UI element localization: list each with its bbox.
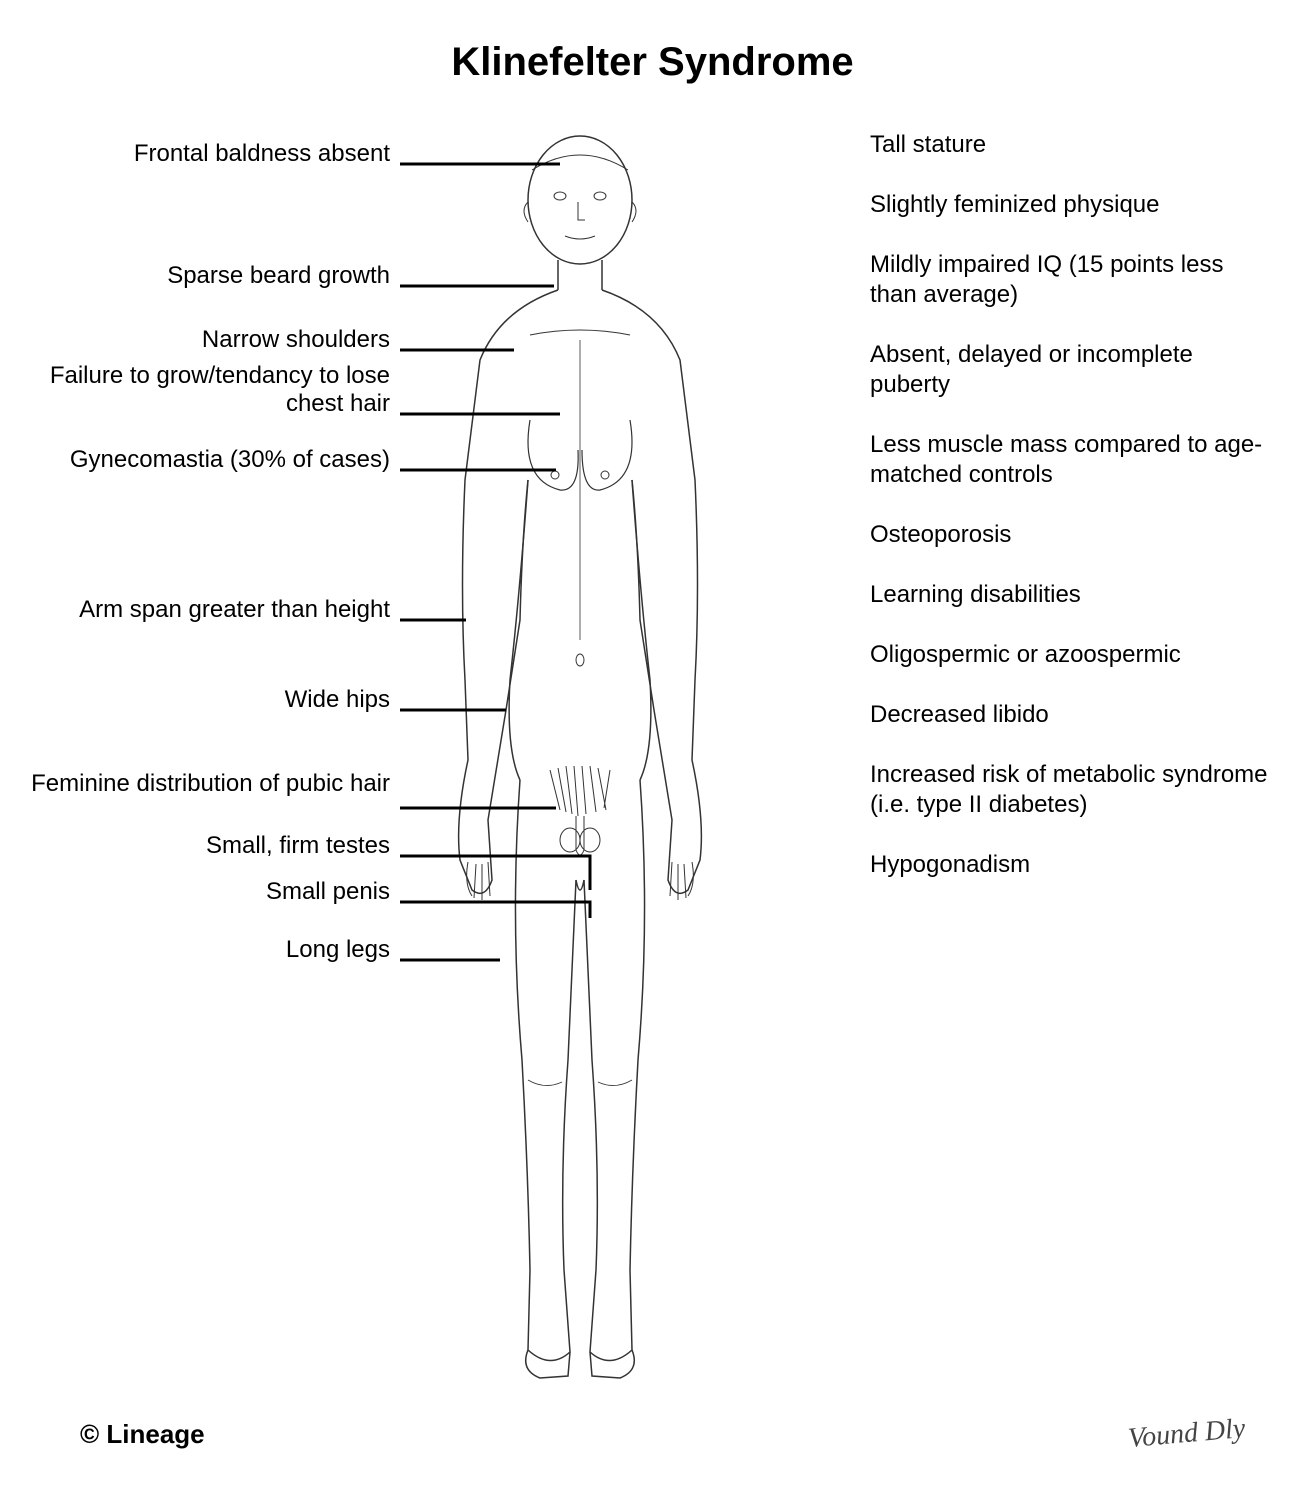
copyright-text: © Lineage [80,1419,205,1450]
right-list-item: Slightly feminized physique [870,190,1270,220]
left-label: Wide hips [10,686,400,714]
left-label: Small penis [10,878,400,906]
right-list-item: Increased risk of metabolic syndrome (i.… [870,760,1270,820]
left-label: Sparse beard growth [10,262,400,290]
left-label: Failure to grow/tendancy to lose chest h… [10,362,400,418]
left-label: Frontal baldness absent [10,140,400,168]
left-label: Arm span greater than height [10,596,400,624]
right-list-item: Less muscle mass compared to age-matched… [870,430,1270,490]
right-list-item: Absent, delayed or incomplete puberty [870,340,1270,400]
right-list-item: Osteoporosis [870,520,1270,550]
right-list-item: Learning disabilities [870,580,1270,610]
page-title: Klinefelter Syndrome [0,40,1305,85]
right-list-item: Mildly impaired IQ (15 points less than … [870,250,1270,310]
right-list-item: Oligospermic or azoospermic [870,640,1270,670]
right-list: Tall stature Slightly feminized physique M… [870,130,1270,910]
body-outline [410,120,750,1400]
left-label: Feminine distribution of pubic hair [10,770,400,798]
right-list-item: Tall stature [870,130,1270,160]
right-list-item: Decreased libido [870,700,1270,730]
left-label: Small, firm testes [10,832,400,860]
left-labels: Frontal baldness absent Sparse beard grow… [0,120,400,1120]
left-label: Gynecomastia (30% of cases) [10,446,400,474]
right-list-item: Hypogonadism [870,850,1270,880]
left-label: Long legs [10,936,400,964]
left-label: Narrow shoulders [10,326,400,354]
figure-area: Frontal baldness absent Sparse beard grow… [0,120,1305,1440]
